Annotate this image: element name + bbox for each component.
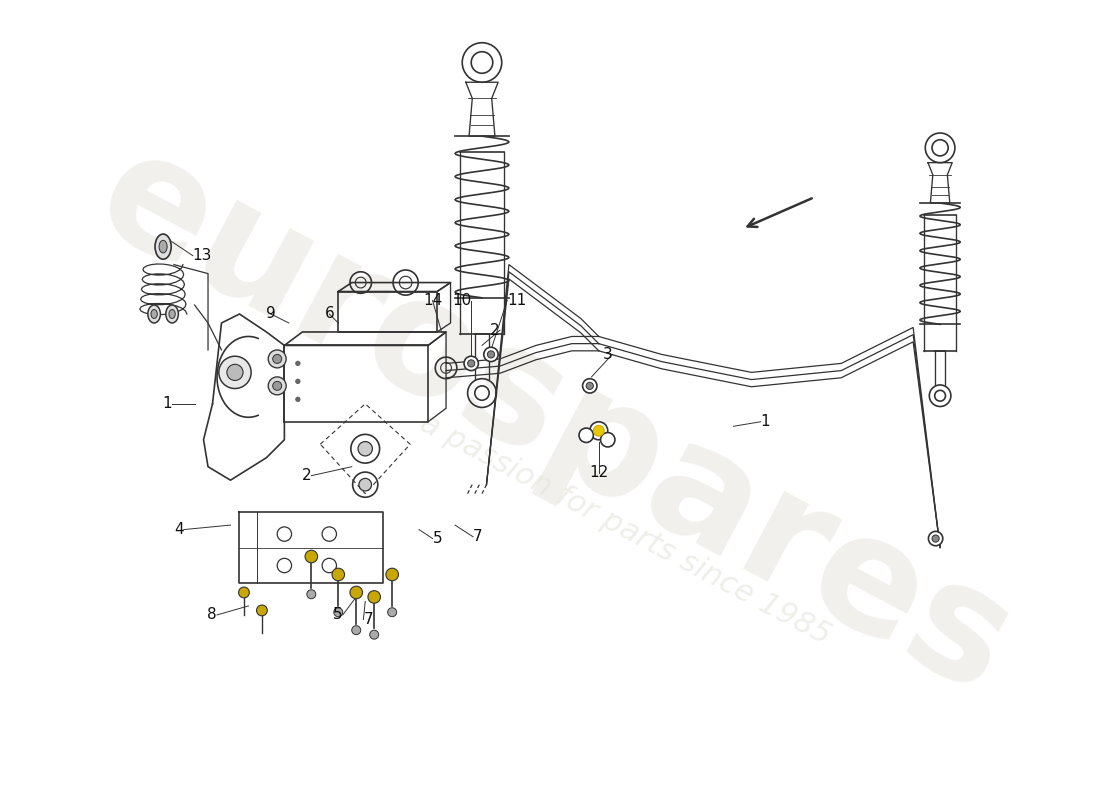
Ellipse shape <box>151 310 157 318</box>
Circle shape <box>386 568 398 581</box>
Circle shape <box>464 356 478 370</box>
Text: 12: 12 <box>590 466 608 481</box>
Text: 1: 1 <box>760 414 770 430</box>
Circle shape <box>352 626 361 634</box>
Circle shape <box>295 378 300 384</box>
Text: eurospares: eurospares <box>72 116 1036 727</box>
Text: 13: 13 <box>192 248 212 263</box>
Circle shape <box>273 354 282 363</box>
Text: 5: 5 <box>432 531 442 546</box>
Text: 9: 9 <box>266 306 276 322</box>
Circle shape <box>586 382 593 390</box>
Ellipse shape <box>169 310 175 318</box>
Circle shape <box>932 535 939 542</box>
Text: 8: 8 <box>208 607 217 622</box>
Text: 14: 14 <box>424 293 442 308</box>
Circle shape <box>256 605 267 616</box>
Text: 2: 2 <box>301 468 311 483</box>
Text: 2: 2 <box>491 322 501 338</box>
Text: 7: 7 <box>363 612 373 627</box>
Circle shape <box>367 590 381 603</box>
Circle shape <box>590 422 607 440</box>
Circle shape <box>484 347 498 362</box>
Circle shape <box>593 426 604 436</box>
Circle shape <box>928 531 943 546</box>
Text: a passion for parts since 1985: a passion for parts since 1985 <box>416 409 836 650</box>
Circle shape <box>350 586 363 598</box>
Text: 5: 5 <box>333 607 343 622</box>
Circle shape <box>268 350 286 368</box>
Ellipse shape <box>155 234 172 259</box>
Text: 10: 10 <box>452 293 471 308</box>
Text: 3: 3 <box>603 347 613 362</box>
Ellipse shape <box>147 305 161 323</box>
Circle shape <box>239 587 250 598</box>
Circle shape <box>358 442 373 456</box>
Text: 11: 11 <box>507 293 527 308</box>
Circle shape <box>307 590 316 598</box>
Circle shape <box>601 433 615 447</box>
Circle shape <box>332 568 344 581</box>
Circle shape <box>219 356 251 389</box>
Circle shape <box>359 478 372 491</box>
Circle shape <box>387 608 397 617</box>
Circle shape <box>305 550 318 563</box>
Text: 6: 6 <box>324 306 334 322</box>
Circle shape <box>227 364 243 381</box>
Circle shape <box>268 377 286 395</box>
Circle shape <box>487 351 495 358</box>
Text: 7: 7 <box>473 530 483 544</box>
Text: 1: 1 <box>163 396 172 411</box>
Circle shape <box>273 382 282 390</box>
Circle shape <box>579 428 593 442</box>
Text: 4: 4 <box>174 522 184 537</box>
Ellipse shape <box>160 240 167 253</box>
Circle shape <box>583 378 597 393</box>
Circle shape <box>295 397 300 402</box>
Circle shape <box>370 630 378 639</box>
Circle shape <box>333 608 343 617</box>
Circle shape <box>295 361 300 366</box>
Circle shape <box>468 360 475 367</box>
Ellipse shape <box>166 305 178 323</box>
